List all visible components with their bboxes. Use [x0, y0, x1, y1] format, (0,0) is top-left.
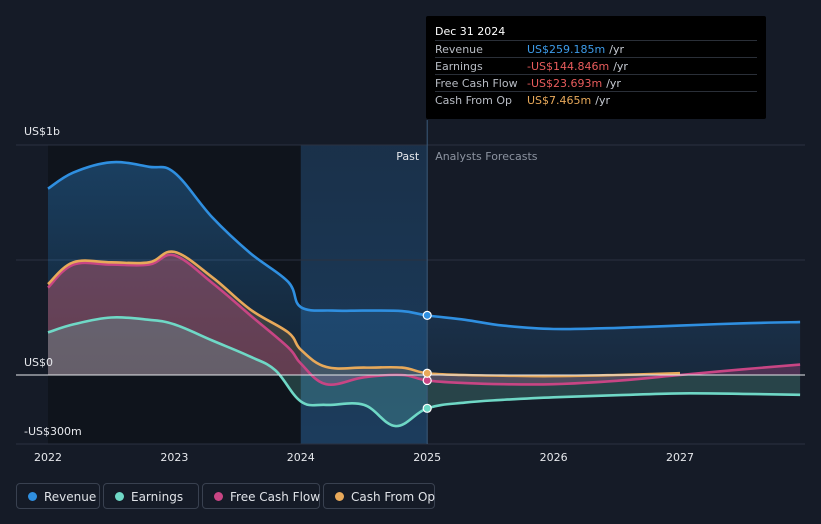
x-tick-label: 2025: [413, 451, 441, 464]
earnings-marker: [422, 403, 432, 413]
unit-text: /yr: [606, 77, 621, 90]
y-label: US$0: [24, 356, 53, 369]
tooltip-label: Cash From Op: [435, 94, 513, 107]
value-text: US$7.465m: [527, 94, 592, 107]
tooltip-row-revenue: Revenue US$259.185m/yr: [435, 40, 757, 58]
y-label: US$1b: [24, 125, 60, 138]
free-cash-flow-dot-icon: [214, 492, 223, 501]
tooltip-row-earnings: Earnings -US$144.846m/yr: [435, 57, 757, 75]
forecast-label: Analysts Forecasts: [435, 150, 538, 163]
x-tick-label: 2022: [34, 451, 62, 464]
x-axis-labels: 2022 2023 2024 2025 2026 2027: [34, 451, 694, 464]
x-tick-label: 2026: [540, 451, 568, 464]
revenue-dot-icon: [28, 492, 37, 501]
past-label: Past: [396, 150, 420, 163]
legend-item-revenue[interactable]: Revenue: [16, 483, 100, 509]
x-tick-label: 2027: [666, 451, 694, 464]
tooltip-row-cash-from-op: Cash From Op US$7.465m/yr: [435, 91, 757, 109]
legend-label: Free Cash Flow: [230, 490, 321, 504]
unit-text: /yr: [609, 43, 624, 56]
x-tick-label: 2024: [287, 451, 315, 464]
revenue-area: [48, 162, 801, 375]
tooltip-value-cash-from-op: US$7.465m/yr: [527, 92, 610, 109]
cash-from-op-area: [48, 251, 680, 377]
cash-from-op-marker: [422, 368, 432, 378]
tooltip: Dec 31 2024 Revenue US$259.185m/yr Earni…: [426, 16, 766, 119]
tooltip-value-free-cash-flow: -US$23.693m/yr: [527, 75, 621, 92]
series-markers: [422, 310, 432, 413]
unit-text: /yr: [613, 60, 628, 73]
legend-label: Earnings: [131, 490, 184, 504]
free-cash-flow-area: [48, 254, 801, 385]
revenue-marker: [422, 310, 432, 320]
cash-from-op-line: [47, 250, 681, 378]
earnings-area: [48, 317, 801, 427]
legend-label: Cash From Op: [351, 490, 436, 504]
series-lines: [47, 160, 801, 428]
series-areas: [48, 162, 801, 427]
value-text: -US$144.846m: [527, 60, 610, 73]
legend-item-cash-from-op[interactable]: Cash From Op: [323, 483, 435, 509]
earnings-line: [47, 316, 801, 428]
tooltip-value-earnings: -US$144.846m/yr: [527, 58, 628, 75]
free-cash-flow-line: [47, 253, 801, 386]
unit-text: /yr: [595, 94, 610, 107]
revenue-line: [47, 160, 801, 331]
legend-label: Revenue: [44, 490, 97, 504]
tooltip-label: Earnings: [435, 60, 483, 73]
tooltip-label: Revenue: [435, 43, 483, 56]
y-axis-labels: US$1b US$0 -US$300m: [24, 125, 82, 438]
earnings-dot-icon: [115, 492, 124, 501]
cash-from-op-dot-icon: [335, 492, 344, 501]
tooltip-row-free-cash-flow: Free Cash Flow -US$23.693m/yr: [435, 74, 757, 92]
tooltip-label: Free Cash Flow: [435, 77, 518, 90]
tooltip-value-revenue: US$259.185m/yr: [527, 41, 624, 58]
x-tick-label: 2023: [160, 451, 188, 464]
tooltip-date: Dec 31 2024: [435, 25, 506, 38]
legend-item-earnings[interactable]: Earnings: [103, 483, 199, 509]
past-region-highlight: [300, 145, 428, 444]
legend-item-free-cash-flow[interactable]: Free Cash Flow: [202, 483, 320, 509]
value-text: -US$23.693m: [527, 77, 603, 90]
y-label: -US$300m: [24, 425, 82, 438]
value-text: US$259.185m: [527, 43, 606, 56]
